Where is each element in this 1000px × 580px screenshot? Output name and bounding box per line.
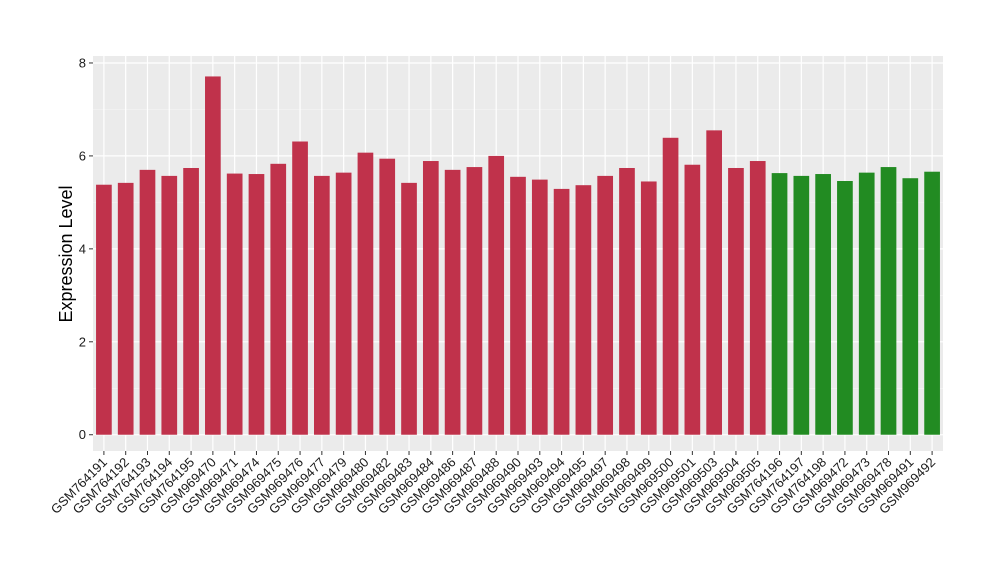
bar — [837, 181, 853, 435]
y-tick-label: 4 — [79, 241, 86, 256]
bar — [96, 184, 112, 435]
bar — [422, 161, 439, 435]
y-axis-title: Expression Level — [56, 185, 76, 322]
bar — [597, 175, 614, 435]
y-axis: 0 2 4 6 8 — [79, 55, 93, 442]
bar — [292, 141, 308, 435]
bar — [575, 185, 592, 435]
bar — [117, 182, 134, 435]
bar — [248, 174, 265, 435]
bar — [662, 137, 679, 435]
bar — [444, 169, 461, 435]
bar — [401, 182, 417, 435]
bar — [619, 167, 635, 435]
bar — [205, 76, 221, 435]
bar — [488, 155, 505, 435]
bar — [335, 172, 352, 435]
bar — [466, 167, 483, 435]
bar — [924, 171, 940, 435]
bar — [793, 175, 810, 435]
bar — [880, 167, 897, 435]
y-tick-label: 2 — [79, 334, 86, 349]
bar — [553, 188, 570, 435]
bar — [531, 179, 548, 435]
bar — [161, 175, 178, 435]
bar — [379, 158, 396, 435]
bar — [902, 178, 919, 435]
bar — [226, 173, 243, 435]
bar — [728, 167, 744, 435]
x-axis: GSM764191GSM764192GSM764193GSM764194GSM7… — [48, 451, 938, 517]
bar — [139, 169, 156, 435]
bar — [706, 130, 722, 435]
bar — [183, 167, 199, 435]
bar — [357, 152, 374, 435]
bars — [96, 76, 940, 435]
bar — [815, 174, 831, 435]
bar — [314, 175, 330, 435]
y-tick-label: 0 — [79, 427, 86, 442]
bar — [510, 176, 526, 435]
bar — [749, 161, 766, 435]
bar — [270, 163, 287, 435]
bar — [771, 173, 788, 435]
y-tick-label: 6 — [79, 148, 86, 163]
bar — [684, 164, 701, 435]
y-tick-label: 8 — [79, 55, 86, 70]
bar — [640, 181, 657, 435]
bar — [858, 172, 875, 435]
